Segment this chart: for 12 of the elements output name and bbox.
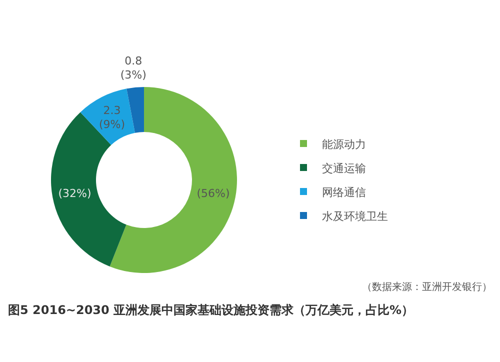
- legend-label: 水及环境卫生: [322, 210, 388, 223]
- donut-slice: [126, 87, 144, 133]
- data-label: (32%): [58, 187, 92, 200]
- legend-label: 能源动力: [322, 138, 366, 151]
- legend-label: 交通运输: [322, 162, 366, 175]
- text: （数据来源：亚洲开发银行）: [362, 281, 492, 293]
- data-label: 0.8 (3%): [120, 54, 146, 82]
- data-label: 2.3 (9%): [98, 104, 126, 132]
- donut-slice: [80, 88, 136, 146]
- legend-label: 网络通信: [322, 186, 366, 199]
- text: 图5 2016~2030 亚洲发展中国家基础设施投资需求（万亿美元，占比%）: [8, 303, 414, 317]
- data-label: (56%): [196, 187, 230, 200]
